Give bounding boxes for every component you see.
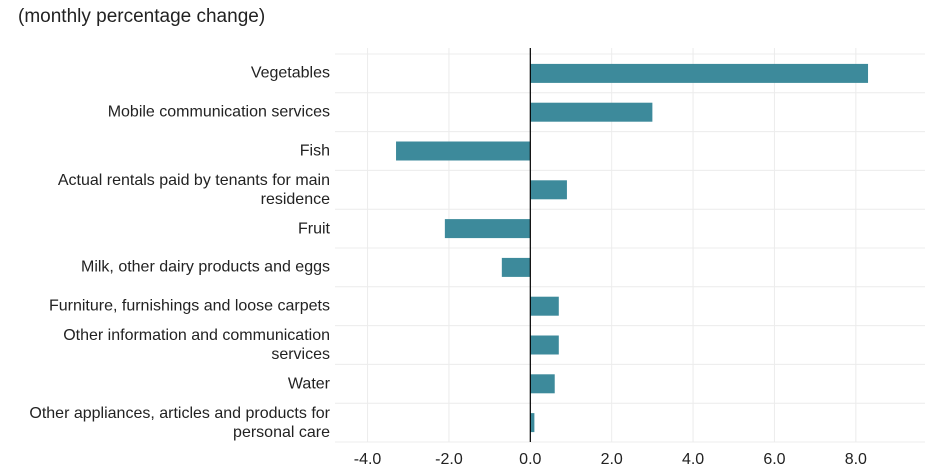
chart-title: (monthly percentage change) (18, 6, 266, 27)
y-tick-label: Mobile communication services (107, 103, 330, 121)
bar (530, 413, 535, 433)
x-tick-label: 0.0 (519, 451, 541, 468)
y-tick-label: Other information and communication serv… (63, 327, 330, 363)
y-tick-label: Milk, other dairy products and eggs (80, 258, 330, 276)
y-tick-label: Fruit (298, 220, 330, 238)
x-tick-label: -2.0 (435, 451, 463, 468)
bar (396, 141, 531, 161)
bar (530, 102, 653, 122)
y-tick-label: Actual rentals paid by tenants for main … (57, 171, 330, 208)
x-tick-label: 2.0 (601, 451, 623, 468)
y-tick-label: Fish (299, 142, 330, 160)
bar (530, 374, 555, 394)
x-tick-label: 8.0 (845, 451, 867, 468)
x-tick-label: -4.0 (354, 451, 382, 468)
y-tick-label: Water (287, 375, 330, 393)
bar (501, 257, 531, 277)
y-tick-label: Vegetables (250, 64, 330, 82)
y-tick-label: Other appliances, articles and products … (29, 404, 330, 441)
bar (444, 219, 531, 239)
y-tick-label: Furniture, furnishings and loose carpets (48, 297, 330, 315)
bar (530, 296, 559, 316)
bar (530, 63, 869, 83)
bar (530, 335, 559, 355)
x-tick-label: 4.0 (682, 451, 704, 468)
bar (530, 180, 567, 200)
x-tick-label: 6.0 (763, 451, 785, 468)
